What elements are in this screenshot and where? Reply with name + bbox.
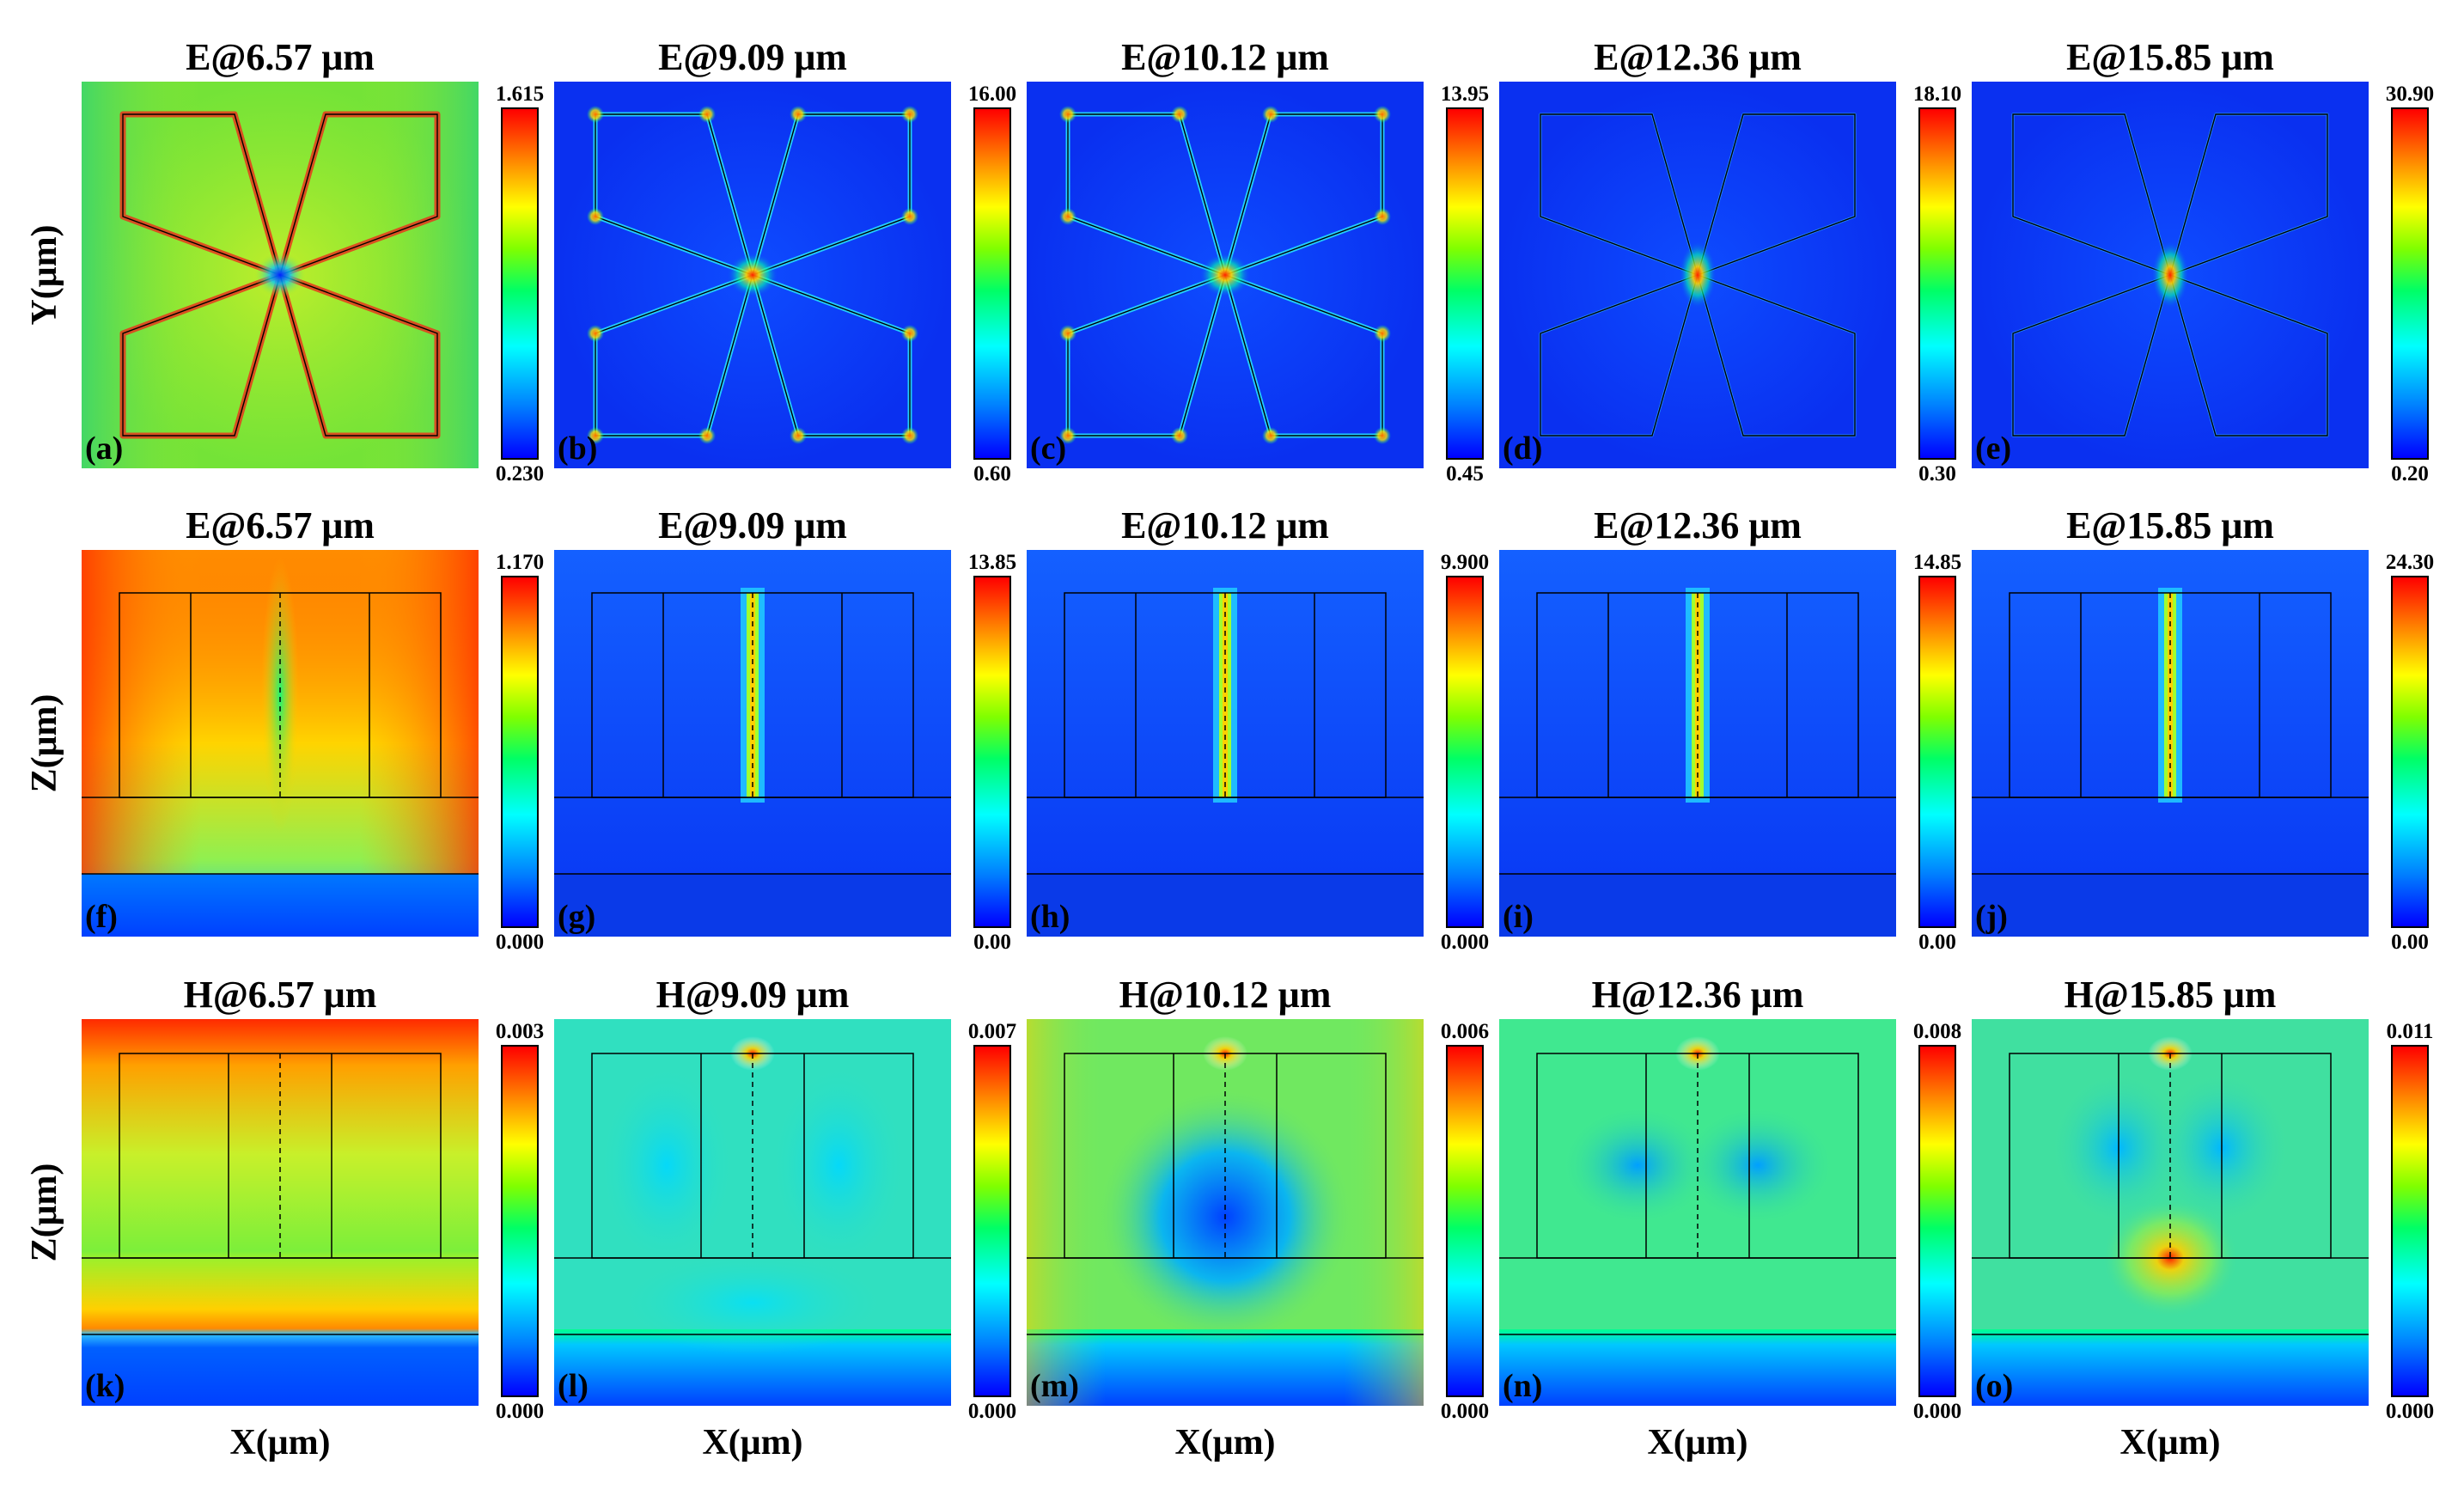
colorbar <box>1918 107 1956 460</box>
panel-label: (j) <box>1975 899 2008 935</box>
colorbar-min-label: 0.000 <box>1440 1400 1490 1423</box>
panel-title: E@9.09 μm <box>658 36 847 78</box>
colorbar-max-label: 14.85 <box>1912 551 1962 574</box>
panel-label: (m) <box>1030 1368 1079 1404</box>
panel-label: (c) <box>1030 430 1067 467</box>
field-map <box>82 1019 479 1406</box>
x-axis-label: X(μm) <box>1174 1423 1276 1462</box>
panel-title: H@9.09 μm <box>656 974 850 1016</box>
colorbar-min-label: 0.00 <box>2391 931 2429 954</box>
colorbar <box>2391 576 2429 928</box>
colorbar-min-label: 0.000 <box>1440 931 1490 954</box>
y-axis-label: Y(μm) <box>25 224 64 326</box>
colorbar <box>1446 107 1484 460</box>
colorbar-min-label: 0.60 <box>973 462 1011 485</box>
colorbar <box>1918 1045 1956 1397</box>
panel-title: E@6.57 μm <box>186 504 375 546</box>
panel-label: (i) <box>1503 899 1534 935</box>
panel-title: E@15.85 μm <box>2066 36 2274 78</box>
colorbar-min-label: 0.000 <box>495 931 545 954</box>
colorbar-min-label: 0.000 <box>1912 1400 1962 1423</box>
colorbar-max-label: 13.85 <box>967 551 1017 574</box>
panel-label: (l) <box>558 1368 589 1404</box>
panel-title: E@10.12 μm <box>1121 36 1329 78</box>
panel-title: H@15.85 μm <box>2064 974 2277 1016</box>
colorbar-max-label: 0.006 <box>1440 1020 1490 1043</box>
field-map <box>1499 82 1896 468</box>
colorbar <box>2391 107 2429 460</box>
colorbar-max-label: 30.90 <box>2385 82 2435 106</box>
colorbar-max-label: 13.95 <box>1440 82 1490 106</box>
colorbar-min-label: 0.00 <box>1918 931 1956 954</box>
y-axis-label: Z(μm) <box>25 1163 64 1262</box>
panel-label: (d) <box>1503 430 1543 467</box>
panel-title: E@15.85 μm <box>2066 504 2274 546</box>
colorbar-min-label: 0.30 <box>1918 462 1956 485</box>
panel-label: (k) <box>85 1368 125 1404</box>
colorbar <box>1918 576 1956 928</box>
panel-title: H@10.12 μm <box>1119 974 1332 1016</box>
panel-title: E@12.36 μm <box>1594 36 1802 78</box>
colorbar <box>973 107 1011 460</box>
field-map <box>554 550 951 937</box>
panel-title: H@6.57 μm <box>183 974 377 1016</box>
field-map <box>1499 550 1896 937</box>
panel-label: (f) <box>85 899 118 935</box>
colorbar-min-label: 0.000 <box>495 1400 545 1423</box>
colorbar <box>973 1045 1011 1397</box>
colorbar <box>973 576 1011 928</box>
colorbar-max-label: 0.003 <box>495 1020 545 1043</box>
field-map <box>82 550 479 937</box>
colorbar-min-label: 0.45 <box>1446 462 1484 485</box>
panel-title: H@12.36 μm <box>1591 974 1804 1016</box>
panel-label: (b) <box>558 430 598 467</box>
colorbar-max-label: 24.30 <box>2385 551 2435 574</box>
field-map <box>1499 1019 1896 1406</box>
colorbar <box>2391 1045 2429 1397</box>
x-axis-label: X(μm) <box>1647 1423 1748 1462</box>
field-map <box>1027 1019 1424 1406</box>
colorbar-max-label: 1.170 <box>495 551 545 574</box>
field-map <box>554 82 951 468</box>
field-map <box>1027 82 1424 468</box>
colorbar-max-label: 1.615 <box>495 82 545 106</box>
x-axis-label: X(μm) <box>229 1423 331 1462</box>
panel-label: (g) <box>558 899 596 935</box>
panel-label: (e) <box>1975 430 2012 467</box>
colorbar <box>501 107 539 460</box>
colorbar-min-label: 0.000 <box>2385 1400 2435 1423</box>
panel-title: E@9.09 μm <box>658 504 847 546</box>
field-map <box>1972 550 2369 937</box>
field-map <box>554 1019 951 1406</box>
colorbar-min-label: 0.000 <box>967 1400 1017 1423</box>
panel-label: (a) <box>85 430 124 467</box>
y-axis-label: Z(μm) <box>25 693 64 793</box>
colorbar-max-label: 0.007 <box>967 1020 1017 1043</box>
colorbar-min-label: 0.00 <box>973 931 1011 954</box>
x-axis-label: X(μm) <box>2119 1423 2221 1462</box>
colorbar <box>1446 576 1484 928</box>
panel-label: (n) <box>1503 1368 1543 1404</box>
colorbar <box>501 1045 539 1397</box>
panel-title: E@12.36 μm <box>1594 504 1802 546</box>
field-map <box>1972 82 2369 468</box>
colorbar-min-label: 0.230 <box>495 462 545 485</box>
field-map <box>1027 550 1424 937</box>
field-map <box>1972 1019 2369 1406</box>
panel-label: (o) <box>1975 1368 2014 1404</box>
colorbar-max-label: 9.900 <box>1440 551 1490 574</box>
colorbar <box>501 576 539 928</box>
colorbar-max-label: 0.008 <box>1912 1020 1962 1043</box>
colorbar-max-label: 0.011 <box>2386 1020 2434 1043</box>
colorbar-max-label: 16.00 <box>967 82 1017 106</box>
panel-label: (h) <box>1030 899 1070 935</box>
panel-title: E@6.57 μm <box>186 36 375 78</box>
panel-title: E@10.12 μm <box>1121 504 1329 546</box>
colorbar-max-label: 18.10 <box>1912 82 1962 106</box>
colorbar <box>1446 1045 1484 1397</box>
x-axis-label: X(μm) <box>702 1423 803 1462</box>
colorbar-min-label: 0.20 <box>2391 462 2429 485</box>
field-map <box>82 82 479 468</box>
